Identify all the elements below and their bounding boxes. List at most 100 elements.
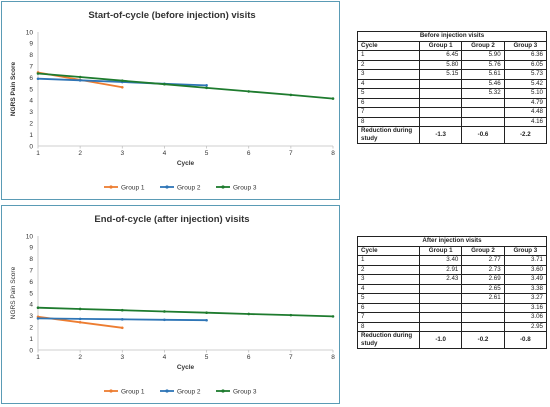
before-y-tick-label: 9 — [29, 41, 33, 48]
after-table-cell: 3.60 — [503, 264, 548, 275]
table-before-injection: Before injection visits Cycle Group 1 Group… — [357, 31, 548, 144]
after-data-point-group-3 — [163, 310, 166, 313]
after-data-point-group-2 — [163, 318, 166, 322]
after-x-tick-label: 4 — [163, 354, 167, 361]
before-table-cell — [418, 88, 463, 99]
before-y-tick-label: 4 — [29, 98, 33, 105]
before-legend-label-group-3: Group 3 — [233, 184, 257, 191]
before-y-tick-label: 0 — [29, 143, 33, 150]
after-table-row: 7 3.06 — [357, 312, 548, 323]
before-table-row: 4 5.46 5.42 — [357, 78, 548, 89]
after-table-summary-cell: -1.0 — [418, 331, 463, 349]
before-table-cell: 5.61 — [461, 69, 505, 80]
after-table-summary-row: Reduction during study -1.0 -0.2 -0.8 — [357, 331, 548, 349]
before-y-tick-label: 5 — [29, 86, 33, 93]
before-data-point-group-1 — [120, 85, 124, 89]
after-data-point-group-3 — [289, 313, 293, 317]
after-y-tick-label: 5 — [29, 290, 33, 297]
after-y-tick-label: 0 — [29, 347, 33, 354]
before-table-cell — [418, 78, 463, 89]
before-table-cell: 5.73 — [503, 69, 548, 80]
after-legend-label-group-2: Group 2 — [177, 388, 201, 395]
after-x-axis-label: Cycle — [177, 364, 195, 371]
after-x-tick-label: 1 — [36, 354, 40, 361]
before-data-point-group-2 — [78, 79, 82, 82]
before-table-cell — [418, 97, 463, 108]
after-y-tick-label: 1 — [29, 336, 33, 343]
after-table-cell — [418, 293, 463, 304]
after-y-tick-label: 9 — [29, 245, 33, 252]
after-y-tick-label: 6 — [29, 279, 33, 286]
before-table-cell: 5.10 — [503, 88, 548, 99]
before-table-summary-cell: Reduction during study — [357, 126, 420, 144]
after-y-axis-label: NGRS Pain Score — [10, 266, 17, 319]
after-table-cell: 2.69 — [461, 274, 505, 285]
after-table-cell: 2.77 — [461, 255, 505, 266]
after-x-tick-label: 6 — [247, 354, 251, 361]
before-data-point-group-2 — [205, 84, 208, 87]
after-table-cell — [418, 302, 463, 313]
after-y-tick-label: 8 — [29, 256, 33, 263]
before-table-summary-row: Reduction during study -1.3 -0.6 -2.2 — [357, 126, 548, 144]
after-data-point-group-3 — [205, 311, 208, 315]
before-table-cell: 6 — [357, 97, 420, 108]
after-data-point-group-2 — [36, 317, 40, 320]
before-table-header-cell: Group 2 — [461, 40, 505, 51]
before-series-line-group-3 — [37, 72, 334, 100]
after-legend-label-group-3: Group 3 — [233, 388, 257, 395]
after-table-cell: 3.16 — [503, 302, 548, 313]
before-legend-marker-group-1 — [109, 185, 113, 189]
before-table-cell: 8 — [357, 116, 420, 127]
before-legend-label-group-1: Group 1 — [121, 184, 145, 191]
before-y-tick-label: 2 — [29, 121, 33, 128]
before-x-tick-label: 4 — [163, 150, 167, 157]
before-table-cell — [461, 107, 505, 118]
after-table-cell — [418, 321, 463, 332]
after-legend-label-group-1: Group 1 — [121, 388, 145, 395]
after-table-cell: 2.61 — [461, 293, 505, 304]
after-table-header-cell: Group 1 — [418, 245, 463, 256]
before-table-summary-cell: -1.3 — [418, 126, 463, 144]
after-table-row: 6 3.16 — [357, 302, 548, 313]
after-table-cell: 4 — [357, 283, 420, 294]
after-table-cell: 2.73 — [461, 264, 505, 275]
after-x-tick-label: 3 — [120, 354, 124, 361]
after-y-tick-label: 2 — [29, 325, 33, 332]
after-table-cell: 3.71 — [503, 255, 548, 266]
after-data-point-group-1 — [120, 326, 124, 330]
before-y-tick-label: 10 — [26, 29, 34, 36]
after-table-row: 5 2.61 3.27 — [357, 293, 548, 304]
before-x-axis-label: Cycle — [177, 160, 195, 167]
before-x-tick-label: 1 — [36, 150, 40, 157]
before-table-cell: 5.42 — [503, 78, 548, 89]
after-table-header-cell: Group 2 — [461, 245, 505, 256]
after-table-row: 2 2.91 2.73 3.60 — [357, 264, 548, 275]
before-y-axis-label: NGRS Pain Score — [10, 62, 17, 117]
before-y-tick-label: 7 — [29, 64, 33, 71]
before-y-tick-label: 8 — [29, 52, 33, 59]
after-table-title: After injection visits — [357, 236, 547, 247]
after-data-point-group-3 — [247, 312, 251, 316]
before-legend-label-group-2: Group 2 — [177, 184, 201, 191]
after-y-tick-label: 7 — [29, 268, 33, 275]
before-x-tick-label: 6 — [247, 150, 251, 157]
after-table-cell: 3.27 — [503, 293, 548, 304]
before-data-point-group-3 — [205, 86, 208, 90]
before-table-row: 3 5.15 5.61 5.73 — [357, 69, 548, 80]
after-table-cell: 2.91 — [418, 264, 463, 275]
before-table-cell: 6.05 — [503, 59, 548, 70]
chart-after-svg: End-of-cycle (after injection) visits012… — [10, 214, 335, 395]
before-table-cell: 2 — [357, 59, 420, 70]
after-table-cell: 2 — [357, 264, 420, 275]
before-table-row: 2 5.80 5.76 6.05 — [357, 59, 548, 70]
after-x-tick-label: 2 — [78, 354, 82, 361]
before-chart-title: Start-of-cycle (before injection) visits — [88, 10, 255, 21]
after-x-tick-label: 5 — [205, 354, 209, 361]
after-table-cell: 3.06 — [503, 312, 548, 323]
before-table-row: 6 4.79 — [357, 97, 548, 108]
after-table-cell: 3.40 — [418, 255, 463, 266]
after-table-summary-cell: Reduction during study — [357, 331, 420, 349]
after-data-point-group-2 — [205, 318, 208, 322]
before-table-cell: 1 — [357, 50, 420, 61]
before-table-row: 1 6.45 5.90 6.36 — [357, 50, 548, 61]
